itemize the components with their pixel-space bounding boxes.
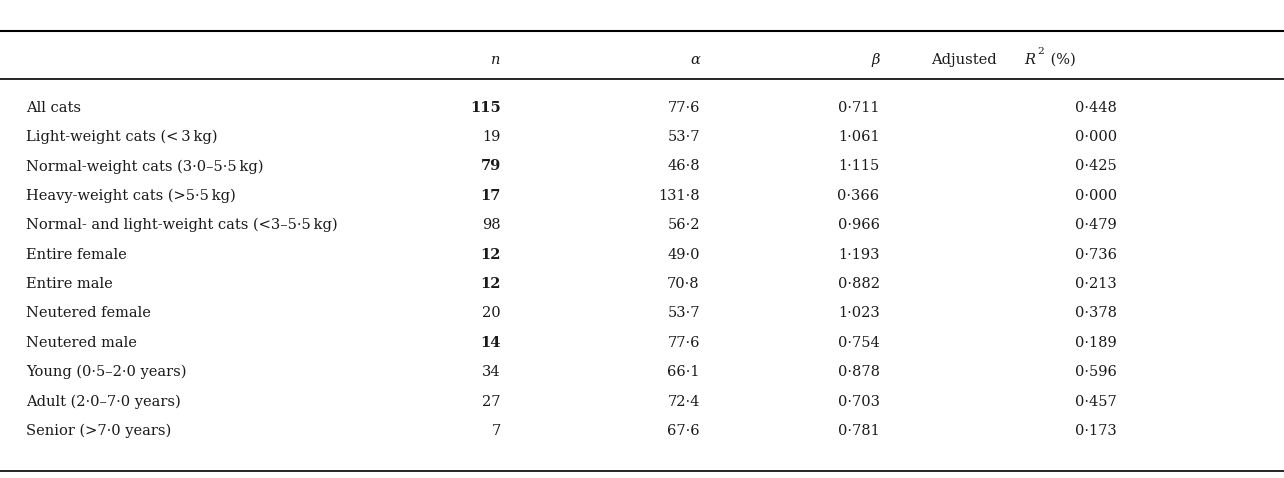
Text: 70·8: 70·8 [668, 277, 700, 291]
Text: 0·000: 0·000 [1075, 189, 1117, 203]
Text: 1·061: 1·061 [838, 130, 880, 144]
Text: Adjusted: Adjusted [931, 53, 1002, 67]
Text: 53·7: 53·7 [668, 306, 700, 320]
Text: Normal- and light-weight cats (<3–5·5 kg): Normal- and light-weight cats (<3–5·5 kg… [26, 218, 338, 232]
Text: 0·366: 0·366 [837, 189, 880, 203]
Text: 1·115: 1·115 [838, 159, 880, 174]
Text: Neutered female: Neutered female [26, 306, 150, 320]
Text: 0·966: 0·966 [837, 218, 880, 232]
Text: 7: 7 [492, 424, 501, 438]
Text: 27: 27 [483, 394, 501, 409]
Text: 79: 79 [480, 159, 501, 174]
Text: Young (0·5–2·0 years): Young (0·5–2·0 years) [26, 365, 186, 380]
Text: Entire female: Entire female [26, 248, 126, 261]
Text: Heavy-weight cats (>5·5 kg): Heavy-weight cats (>5·5 kg) [26, 188, 235, 203]
Text: 1·193: 1·193 [838, 248, 880, 261]
Text: 0·711: 0·711 [838, 100, 880, 115]
Text: 131·8: 131·8 [659, 189, 700, 203]
Text: 2: 2 [1037, 47, 1044, 55]
Text: 0·878: 0·878 [837, 365, 880, 379]
Text: 0·479: 0·479 [1075, 218, 1117, 232]
Text: Adult (2·0–7·0 years): Adult (2·0–7·0 years) [26, 394, 181, 409]
Text: 77·6: 77·6 [668, 336, 700, 350]
Text: All cats: All cats [26, 100, 81, 115]
Text: 20: 20 [482, 306, 501, 320]
Text: 1·023: 1·023 [837, 306, 880, 320]
Text: n: n [492, 53, 501, 67]
Text: 98: 98 [482, 218, 501, 232]
Text: 0·189: 0·189 [1075, 336, 1117, 350]
Text: Light-weight cats (< 3 kg): Light-weight cats (< 3 kg) [26, 130, 217, 144]
Text: 14: 14 [480, 336, 501, 350]
Text: 17: 17 [480, 189, 501, 203]
Text: 0·754: 0·754 [837, 336, 880, 350]
Text: Senior (>7·0 years): Senior (>7·0 years) [26, 424, 171, 438]
Text: 72·4: 72·4 [668, 394, 700, 409]
Text: R: R [1025, 53, 1036, 67]
Text: 0·378: 0·378 [1075, 306, 1117, 320]
Text: 67·6: 67·6 [668, 424, 700, 438]
Text: 0·448: 0·448 [1075, 100, 1117, 115]
Text: 66·1: 66·1 [668, 365, 700, 379]
Text: 49·0: 49·0 [668, 248, 700, 261]
Text: 0·000: 0·000 [1075, 130, 1117, 144]
Text: 0·882: 0·882 [837, 277, 880, 291]
Text: α: α [690, 53, 700, 67]
Text: 56·2: 56·2 [668, 218, 700, 232]
Text: (%): (%) [1046, 53, 1076, 67]
Text: 0·736: 0·736 [1075, 248, 1117, 261]
Text: β: β [871, 53, 880, 67]
Text: 0·703: 0·703 [837, 394, 880, 409]
Text: 77·6: 77·6 [668, 100, 700, 115]
Text: 115: 115 [470, 100, 501, 115]
Text: 34: 34 [482, 365, 501, 379]
Text: 12: 12 [480, 277, 501, 291]
Text: 0·425: 0·425 [1075, 159, 1117, 174]
Text: Normal-weight cats (3·0–5·5 kg): Normal-weight cats (3·0–5·5 kg) [26, 159, 263, 174]
Text: Entire male: Entire male [26, 277, 113, 291]
Text: 0·173: 0·173 [1075, 424, 1117, 438]
Text: 0·213: 0·213 [1075, 277, 1117, 291]
Text: 46·8: 46·8 [668, 159, 700, 174]
Text: 0·457: 0·457 [1075, 394, 1117, 409]
Text: 12: 12 [480, 248, 501, 261]
Text: 0·781: 0·781 [837, 424, 880, 438]
Text: 19: 19 [483, 130, 501, 144]
Text: 53·7: 53·7 [668, 130, 700, 144]
Text: 0·596: 0·596 [1075, 365, 1117, 379]
Text: Neutered male: Neutered male [26, 336, 136, 350]
